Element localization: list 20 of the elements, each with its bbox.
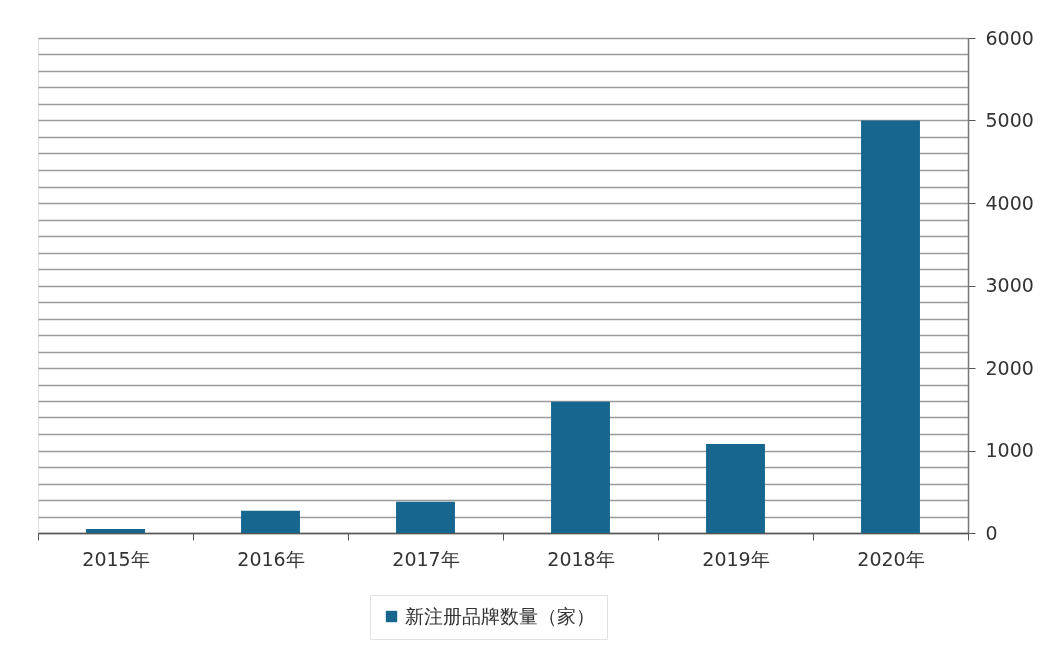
y-tick-label: 0 — [985, 521, 998, 544]
y-tick-label: 5000 — [985, 109, 1034, 131]
x-tick-label: 2019年 — [702, 547, 770, 570]
x-tick-label: 2016年 — [237, 547, 305, 570]
legend-label: 新注册品牌数量（家） — [405, 604, 596, 627]
bar — [861, 120, 920, 533]
bar — [551, 401, 610, 533]
y-tick-label: 6000 — [985, 26, 1034, 49]
bar — [241, 510, 300, 533]
bar — [396, 501, 455, 533]
y-tick-label: 1000 — [985, 439, 1034, 461]
bar — [86, 528, 145, 533]
x-tick-label: 2018年 — [547, 547, 615, 570]
x-tick-label: 2015年 — [82, 547, 150, 570]
x-tick-label: 2020年 — [857, 547, 925, 570]
bar — [706, 443, 765, 533]
y-tick-label: 4000 — [985, 191, 1034, 214]
y-tick-label: 2000 — [985, 356, 1034, 379]
y-tick-label: 3000 — [985, 274, 1034, 296]
x-tick-label: 2017年 — [392, 547, 460, 570]
